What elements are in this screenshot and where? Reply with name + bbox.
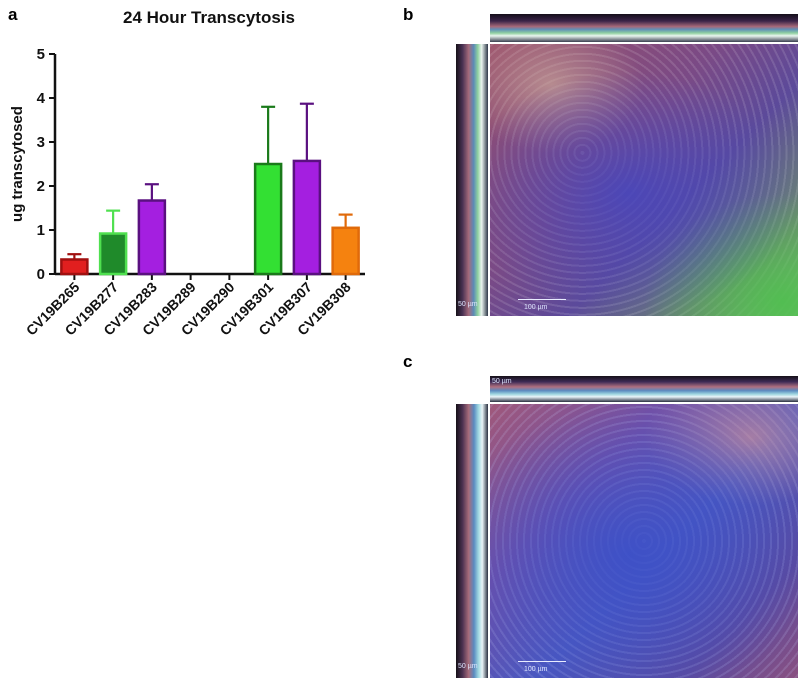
orthogonal-xz-slice — [490, 14, 798, 42]
bar — [331, 226, 360, 276]
micrograph-panel-c: 50 µm 50 µm 100 µm — [456, 376, 798, 678]
chart-title: 24 Hour Transcytosis — [123, 8, 295, 27]
panel-label-a: a — [8, 5, 18, 24]
y-axis-label: ug transcytosed — [9, 106, 26, 222]
xy-confocal-image: 100 µm — [490, 404, 798, 678]
orthogonal-yz-slice: 50 µm — [456, 404, 488, 678]
bar — [137, 199, 167, 276]
bar — [98, 232, 128, 276]
xy-confocal-image: 100 µm — [490, 44, 798, 316]
panel-label-b: b — [403, 5, 414, 24]
scale-text-xy-c: 100 µm — [524, 666, 548, 673]
bar-chart: 24 Hour Transcytosis ug transcytosed 0 1 2… — [9, 8, 365, 339]
orthogonal-yz-slice: 50 µm — [456, 44, 488, 316]
orthogonal-xz-slice: 50 µm — [490, 376, 798, 402]
scale-text-yz-b: 50 µm — [458, 301, 478, 308]
scale-bar-c — [518, 661, 566, 662]
y-tick-label: 3 — [37, 134, 45, 151]
scale-text-xz-c: 50 µm — [492, 378, 512, 385]
bar — [292, 159, 322, 276]
scale-text-xy-b: 100 µm — [524, 304, 548, 311]
y-tick-label: 4 — [37, 90, 46, 107]
panel-label-c: c — [403, 352, 413, 371]
y-tick-label: 0 — [37, 266, 45, 283]
y-tick-label: 1 — [37, 222, 45, 239]
plot-area: 012345CV19B265CV19B277CV19B283CV19B289CV… — [23, 46, 365, 339]
y-tick-label: 2 — [37, 178, 45, 195]
bar — [253, 162, 283, 276]
scale-text-yz-c: 50 µm — [458, 663, 478, 670]
bar — [60, 258, 89, 276]
scale-bar-b — [518, 299, 566, 300]
micrograph-panel-b: 50 µm 100 µm — [456, 14, 798, 316]
y-tick-label: 5 — [37, 46, 45, 63]
